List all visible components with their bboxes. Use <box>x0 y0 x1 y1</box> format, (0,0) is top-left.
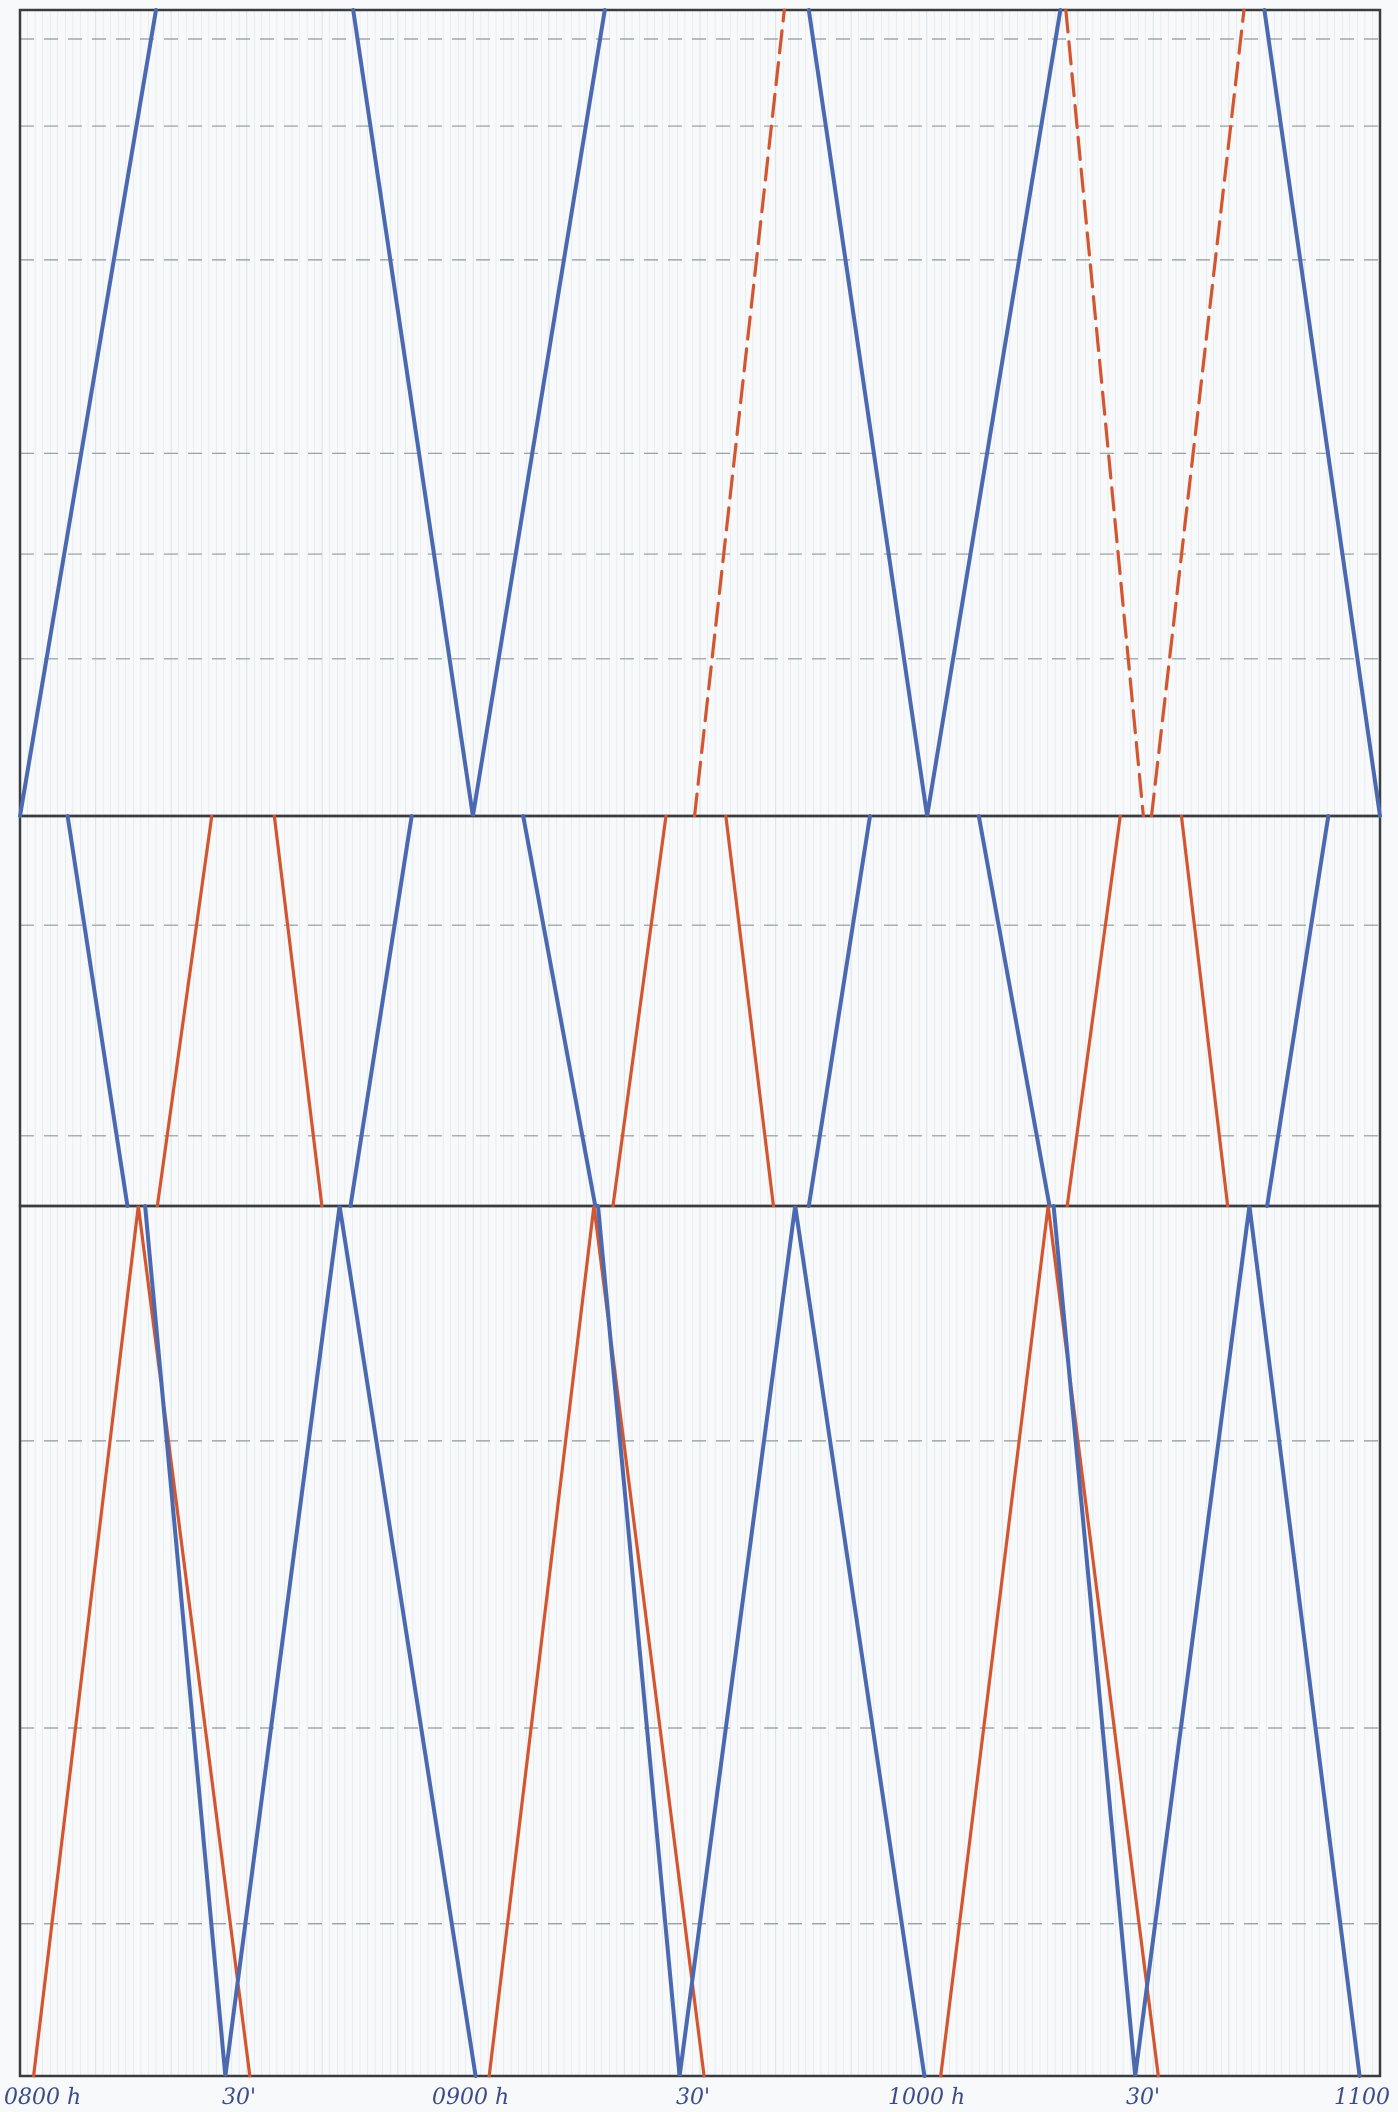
upper-section-train-red-4 <box>692 8 786 818</box>
time-label-0830: 30' <box>222 2085 256 2110</box>
time-label-start: 0800 h <box>4 2085 81 2110</box>
middle-section-train-red-10 <box>1065 814 1122 1208</box>
upper-section-train-blue-2 <box>806 8 1063 817</box>
minor-grid <box>19 10 1381 2076</box>
lower-section-frame <box>18 1204 1382 2078</box>
middle-section-train-blue-0 <box>65 814 130 1208</box>
time-label-1000: 1000 h <box>888 2085 965 2110</box>
lower-section-train-blue-5 <box>1051 1204 1362 2078</box>
upper-section-train-blue-1 <box>351 8 607 817</box>
middle-section-train-blue-3 <box>806 814 872 1208</box>
middle-section-train-red-6 <box>155 814 214 1208</box>
time-label-1030: 30' <box>1126 2085 1160 2110</box>
upper-section-train-blue-3 <box>1262 8 1382 818</box>
train-paths <box>18 8 1382 2078</box>
lower-section-train-red-2 <box>939 1205 1160 2078</box>
lower-section-train-blue-3 <box>143 1204 478 2078</box>
middle-section-train-red-9 <box>724 814 776 1208</box>
lower-section-train-red-1 <box>487 1205 706 2078</box>
time-label-0930: 30' <box>676 2085 710 2110</box>
dashed-level-lines <box>20 38 1380 1925</box>
lower-section-train-blue-4 <box>596 1204 927 2078</box>
middle-section-train-blue-4 <box>976 814 1052 1208</box>
upper-section-train-red-6 <box>1149 8 1246 818</box>
middle-section-train-red-8 <box>611 814 668 1208</box>
middle-section-train-red-7 <box>272 814 324 1208</box>
lower-section-train-red-0 <box>31 1205 252 2078</box>
section-frames <box>18 8 1382 2078</box>
middle-section-train-blue-1 <box>348 814 414 1208</box>
time-label-0900: 0900 h <box>432 2085 509 2110</box>
middle-section-train-blue-2 <box>521 814 598 1208</box>
middle-section-train-red-11 <box>1179 814 1230 1208</box>
time-axis-labels: 0800 h 30' 0900 h 30' 1000 h 30' 1100 h <box>4 2085 1398 2110</box>
middle-section-train-blue-5 <box>1265 814 1331 1208</box>
time-label-1100: 1100 h <box>1334 2085 1398 2110</box>
upper-section-train-blue-0 <box>18 8 158 818</box>
upper-section-train-red-5 <box>1064 8 1145 818</box>
